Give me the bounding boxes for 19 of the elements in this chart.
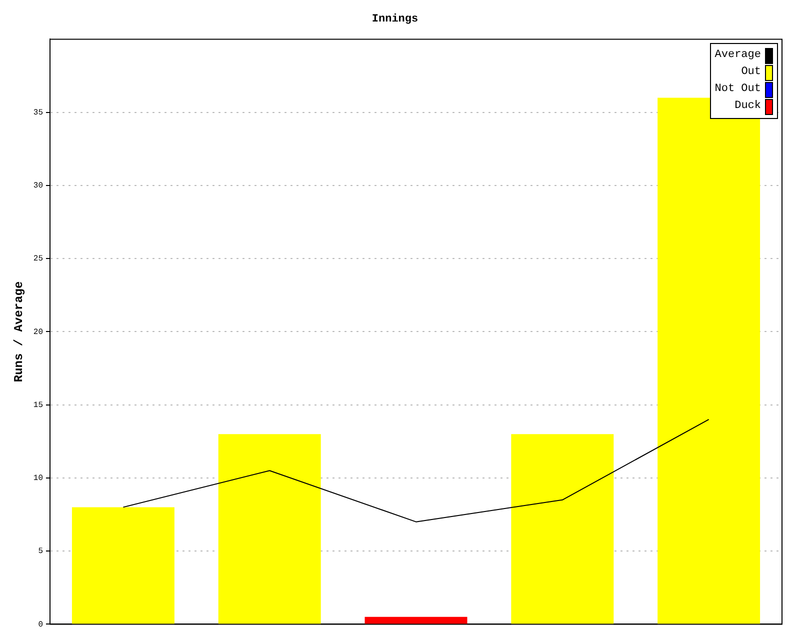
y-tick-label: 30 (33, 182, 44, 191)
bar (658, 98, 760, 624)
legend-label: Not Out (714, 82, 761, 98)
y-tick-label: 20 (33, 328, 44, 337)
y-tick-label: 5 (38, 547, 44, 556)
y-tick-label: 15 (33, 400, 44, 410)
bar (218, 434, 321, 624)
y-tick-label: 35 (33, 108, 44, 118)
y-tick-label: 25 (33, 254, 44, 264)
y-tick-label: 10 (33, 474, 44, 484)
y-axis-title: Runs / Average (12, 281, 26, 382)
legend-label: Out (741, 65, 761, 80)
legend-label: Average (714, 48, 761, 64)
bar (511, 434, 614, 624)
chart-title: Innings (372, 13, 418, 26)
bar (72, 507, 174, 624)
y-tick-label: 0 (38, 620, 44, 630)
bar (364, 616, 468, 624)
legend-label: Duck (734, 99, 761, 114)
